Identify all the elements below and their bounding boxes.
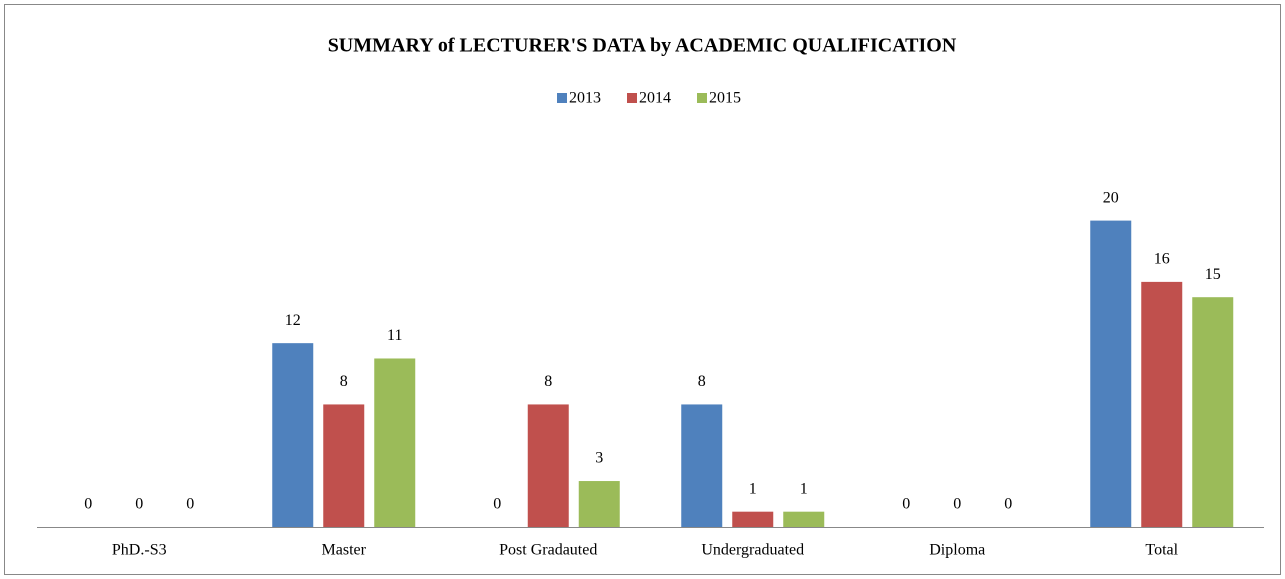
- data-label: 11: [387, 327, 402, 344]
- data-label: 8: [340, 373, 348, 390]
- x-tick-label: PhD.-S3: [112, 542, 167, 559]
- bar: [578, 481, 620, 527]
- bar: [1192, 297, 1234, 527]
- data-label: 0: [953, 496, 961, 513]
- data-label: 0: [902, 496, 910, 513]
- bar: [374, 358, 416, 527]
- data-label: 0: [135, 496, 143, 513]
- bar: [681, 404, 723, 527]
- data-label: 0: [493, 496, 501, 513]
- legend-swatch: [627, 93, 637, 103]
- data-label: 3: [595, 450, 603, 467]
- data-label: 8: [544, 373, 552, 390]
- bar: [323, 404, 365, 527]
- legend-label: 2013: [569, 90, 601, 107]
- data-label: 0: [1004, 496, 1012, 513]
- data-label: 0: [186, 496, 194, 513]
- legend-swatch: [557, 93, 567, 103]
- data-label: 1: [800, 480, 808, 497]
- data-label: 0: [84, 496, 92, 513]
- x-tick-label: Post Gradauted: [499, 542, 597, 559]
- chart-frame: [4, 4, 1281, 575]
- bar: [1141, 281, 1183, 527]
- x-tick-label: Undergraduated: [701, 542, 804, 559]
- x-tick-label: Diploma: [929, 542, 985, 559]
- data-label: 16: [1154, 251, 1170, 268]
- legend-label: 2015: [709, 90, 741, 107]
- x-tick-label: Total: [1145, 542, 1178, 559]
- legend-swatch: [697, 93, 707, 103]
- data-label: 20: [1103, 189, 1119, 206]
- bar: [1090, 220, 1132, 527]
- bar: [783, 511, 825, 527]
- data-label: 8: [698, 373, 706, 390]
- data-label: 1: [749, 480, 757, 497]
- legend-label: 2014: [639, 90, 671, 107]
- x-tick-label: Master: [322, 542, 367, 559]
- chart-title: SUMMARY of LECTURER'S DATA by ACADEMIC Q…: [328, 35, 957, 57]
- bar: [272, 343, 314, 527]
- data-label: 15: [1205, 266, 1221, 283]
- bar: [527, 404, 569, 527]
- bar: [732, 511, 774, 527]
- data-label: 12: [285, 312, 301, 329]
